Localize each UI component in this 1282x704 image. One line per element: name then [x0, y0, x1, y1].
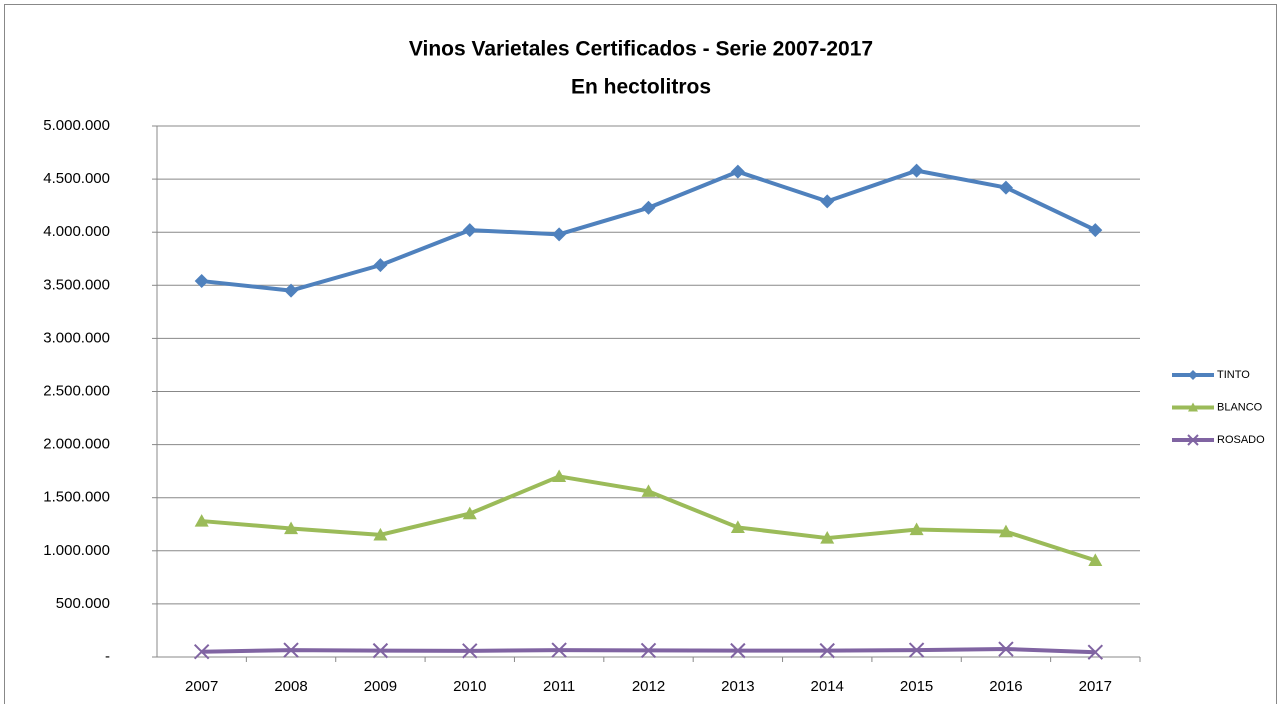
x-tick-label: 2014 — [811, 678, 844, 695]
y-tick-label: 1.000.000 — [43, 542, 110, 559]
marker — [909, 163, 924, 178]
x-tick-label: 2011 — [543, 678, 575, 695]
marker — [730, 520, 745, 534]
marker — [1187, 434, 1199, 446]
x-tick-label: 2010 — [453, 678, 486, 695]
marker — [819, 642, 835, 659]
marker — [1188, 370, 1198, 380]
marker — [284, 521, 299, 535]
x-tick-label: 2016 — [989, 678, 1022, 695]
marker — [552, 469, 567, 483]
y-tick-label: 3.000.000 — [43, 329, 110, 346]
x-tick-label: 2013 — [721, 678, 754, 695]
marker — [820, 531, 835, 544]
legend-label: TINTO — [1217, 369, 1250, 381]
marker — [194, 514, 209, 527]
marker — [998, 180, 1013, 195]
marker — [373, 527, 388, 541]
y-tick-label: - — [105, 648, 110, 665]
y-tick-label: 500.000 — [56, 595, 110, 612]
legend-label: BLANCO — [1217, 401, 1263, 413]
marker — [641, 200, 656, 215]
marker — [998, 524, 1013, 538]
marker — [909, 522, 924, 536]
x-tick-label: 2007 — [185, 678, 218, 695]
y-tick-label: 3.500.000 — [43, 276, 110, 293]
marker — [194, 274, 209, 289]
x-tick-label: 2017 — [1079, 678, 1112, 695]
marker — [552, 227, 567, 242]
marker — [193, 643, 210, 660]
marker — [373, 258, 388, 273]
marker — [908, 642, 925, 658]
chart-subtitle: En hectolitros — [571, 76, 711, 99]
marker — [1088, 223, 1103, 238]
marker — [462, 223, 477, 238]
marker — [551, 642, 567, 658]
marker — [640, 642, 657, 659]
x-tick-label: 2015 — [900, 678, 933, 695]
marker — [1087, 644, 1104, 660]
marker — [820, 194, 835, 209]
chart-border — [4, 4, 1277, 704]
x-tick-label: 2012 — [632, 678, 665, 695]
x-tick-label: 2009 — [364, 678, 397, 695]
legend-label: ROSADO — [1217, 434, 1265, 446]
marker — [284, 283, 299, 298]
x-tick-label: 2008 — [274, 678, 307, 695]
marker — [283, 642, 299, 658]
marker — [730, 642, 746, 659]
y-tick-label: 4.500.000 — [43, 170, 110, 187]
marker — [730, 164, 745, 179]
y-tick-label: 5.000.000 — [43, 117, 110, 134]
marker — [1088, 553, 1103, 566]
marker — [372, 642, 389, 659]
marker — [641, 484, 656, 497]
marker — [462, 506, 477, 520]
y-tick-label: 4.000.000 — [43, 223, 110, 240]
marker — [462, 643, 478, 659]
y-tick-label: 2.500.000 — [43, 382, 110, 399]
marker — [998, 641, 1014, 657]
marker — [1188, 402, 1198, 412]
chart-title: Vinos Varietales Certificados - Serie 20… — [409, 38, 873, 61]
y-tick-label: 1.500.000 — [43, 489, 110, 506]
y-tick-label: 2.000.000 — [43, 436, 110, 453]
